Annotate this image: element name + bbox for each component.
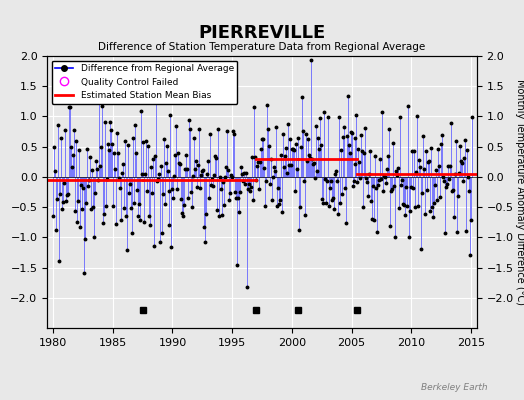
- Y-axis label: Monthly Temperature Anomaly Difference (°C): Monthly Temperature Anomaly Difference (…: [515, 79, 524, 305]
- Text: Berkeley Earth: Berkeley Earth: [421, 383, 487, 392]
- Text: Difference of Station Temperature Data from Regional Average: Difference of Station Temperature Data f…: [99, 42, 425, 52]
- Text: PIERREVILLE: PIERREVILLE: [199, 24, 325, 42]
